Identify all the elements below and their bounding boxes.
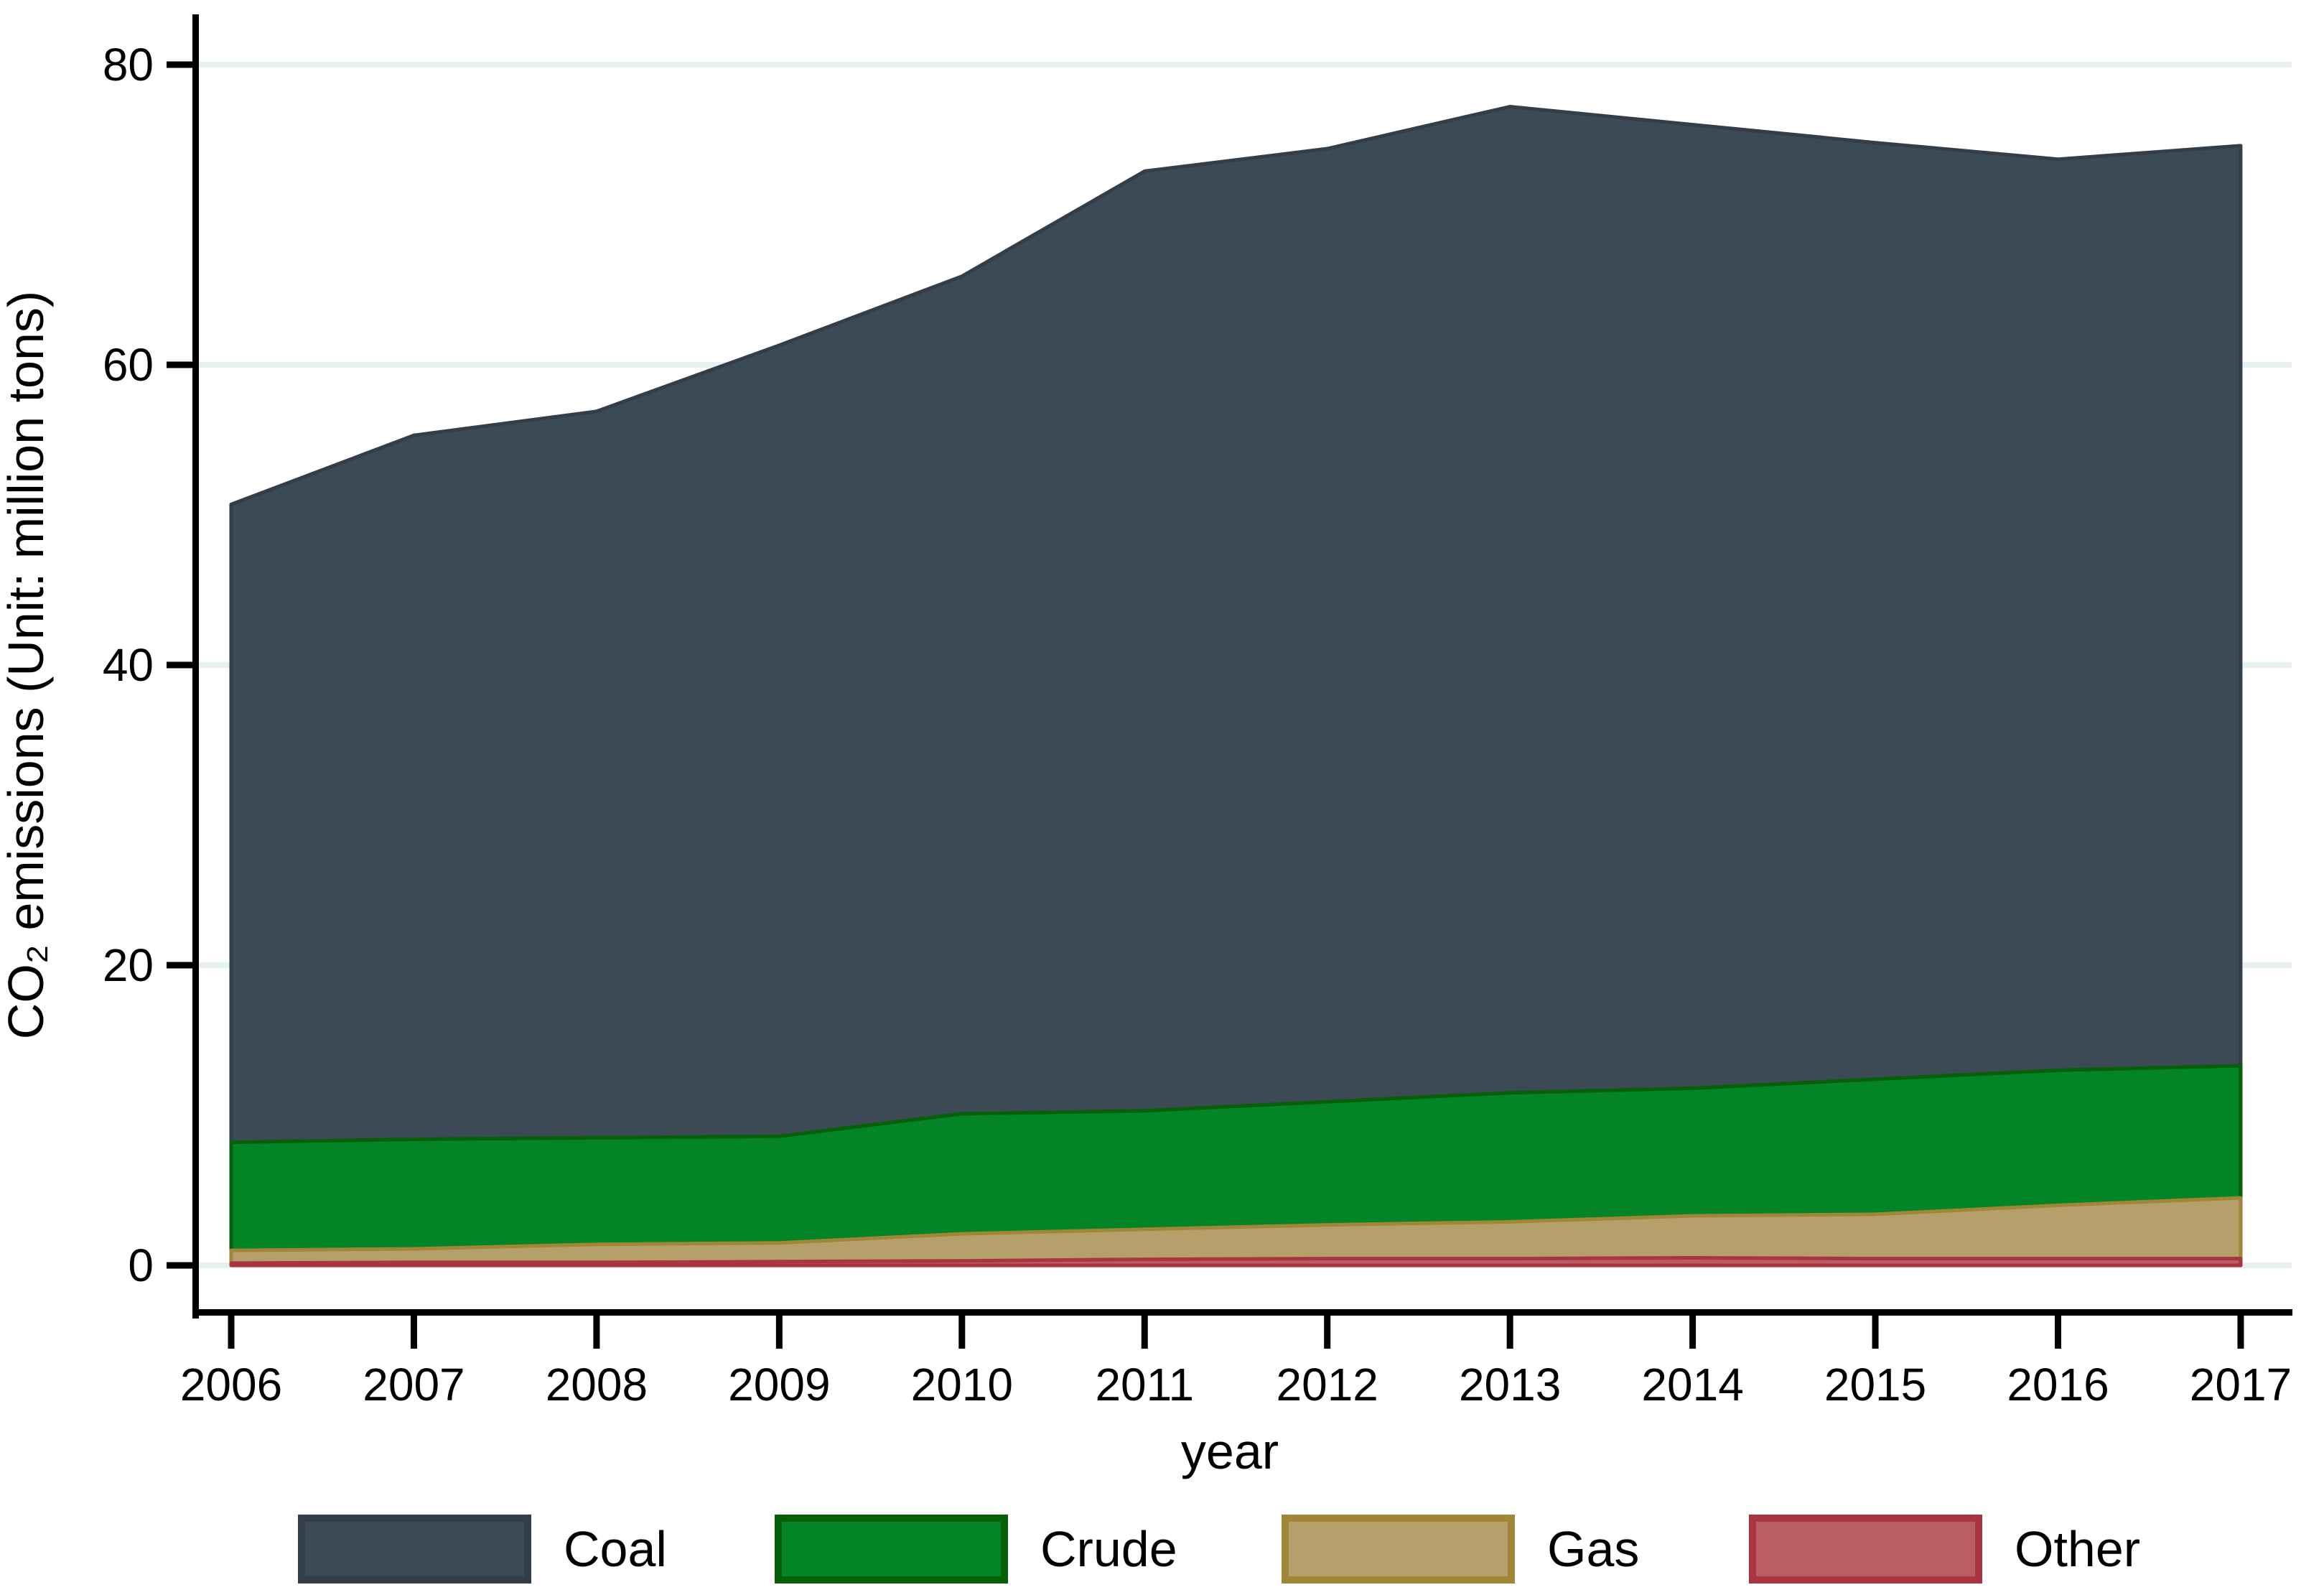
y-tick-40: [167, 661, 195, 669]
legend: Coal Crude Gas Other: [298, 1515, 2140, 1584]
x-tick-2011: [1141, 1316, 1148, 1349]
y-tick-20: [167, 962, 195, 969]
legend-swatch-gas: [1282, 1515, 1515, 1584]
x-tick-label-2015: 2015: [1824, 1359, 1926, 1410]
x-tick-label-2011: 2011: [1095, 1359, 1194, 1410]
y-tick-label-20: 20: [103, 939, 154, 991]
legend-swatch-crude: [775, 1515, 1008, 1584]
x-tick-label-2014: 2014: [1641, 1359, 1743, 1410]
x-tick-2006: [228, 1316, 235, 1349]
legend-label-crude: Crude: [1040, 1521, 1177, 1577]
y-tick-label-40: 40: [103, 639, 154, 691]
gridline-y-80: [198, 62, 2292, 68]
x-tick-label-2016: 2016: [2007, 1359, 2109, 1410]
y-tick-label-80: 80: [103, 39, 154, 90]
x-tick-2015: [1872, 1316, 1879, 1349]
y-axis-tick-labels: 0 20 40 60 80: [103, 39, 154, 1291]
legend-swatch-other: [1749, 1515, 1982, 1584]
area-gas: [229, 1196, 2243, 1268]
x-tick-label-2009: 2009: [728, 1359, 830, 1410]
x-tick-2010: [958, 1316, 966, 1349]
legend-label-gas: Gas: [1547, 1521, 1639, 1577]
y-axis-line: [192, 14, 199, 1319]
x-tick-label-2007: 2007: [363, 1359, 465, 1410]
x-tick-2014: [1689, 1316, 1697, 1349]
x-axis-ticks: [228, 1316, 2244, 1349]
x-tick-2007: [410, 1316, 417, 1349]
x-tick-label-2012: 2012: [1277, 1359, 1378, 1410]
x-tick-label-2006: 2006: [180, 1359, 282, 1410]
x-axis-line: [192, 1309, 2292, 1316]
x-tick-label-2010: 2010: [911, 1359, 1013, 1410]
area-series: [229, 105, 2243, 1268]
area-other: [229, 1256, 2243, 1268]
x-tick-2017: [2237, 1316, 2244, 1349]
y-tick-label-0: 0: [128, 1240, 154, 1291]
x-tick-2016: [2055, 1316, 2061, 1349]
x-tick-2009: [775, 1316, 783, 1349]
area-coal: [229, 105, 2243, 1268]
y-tick-80: [167, 61, 195, 68]
legend-label-other: Other: [2015, 1521, 2140, 1577]
x-tick-2008: [593, 1316, 600, 1349]
y-axis-title: CO₂ emissions (Unit: million tons): [0, 291, 54, 1039]
y-tick-0: [167, 1262, 195, 1269]
x-tick-2012: [1324, 1316, 1331, 1349]
y-axis-ticks: [167, 61, 195, 1269]
legend-label-coal: Coal: [564, 1521, 667, 1577]
x-axis-tick-labels: 2006 2007 2008 2009 2010 2011 2012 2013 2014 2015…: [180, 1359, 2292, 1410]
y-tick-label-60: 60: [103, 339, 154, 391]
x-tick-2013: [1506, 1316, 1513, 1349]
x-tick-label-2008: 2008: [546, 1359, 648, 1410]
x-axis-title: year: [1181, 1423, 1279, 1479]
y-tick-60: [167, 361, 195, 368]
x-tick-label-2017: 2017: [2190, 1359, 2292, 1410]
x-tick-label-2013: 2013: [1459, 1359, 1561, 1410]
legend-swatch-coal: [298, 1515, 531, 1584]
